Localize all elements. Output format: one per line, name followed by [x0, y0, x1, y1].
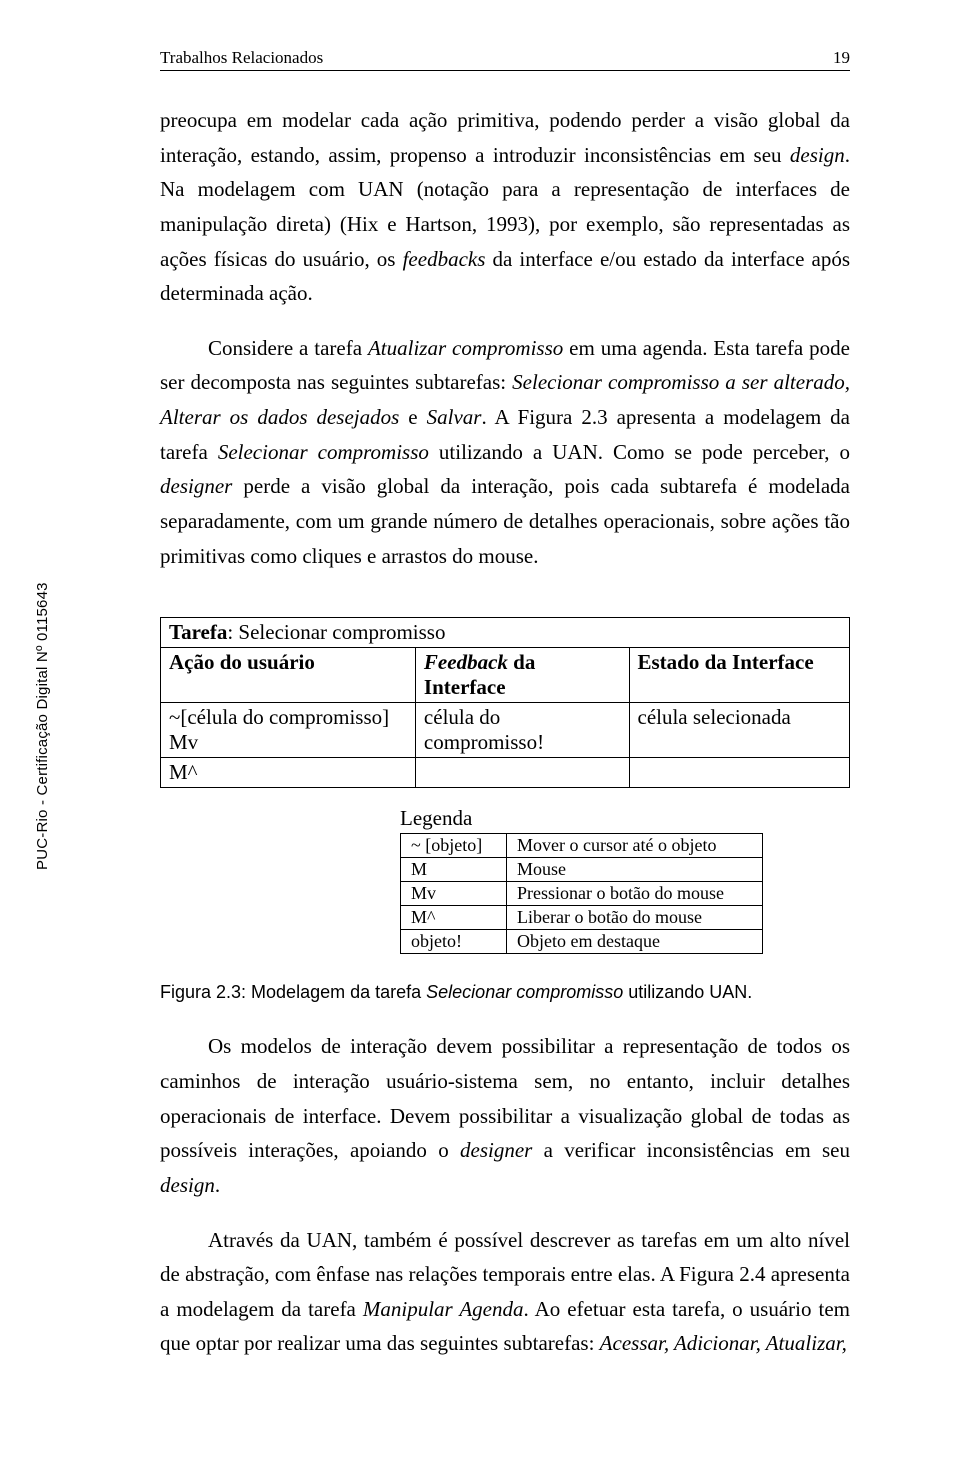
certification-side-text: PUC-Rio - Certificação Digital Nº 011564…: [34, 582, 51, 870]
legend-sym: M: [401, 858, 507, 882]
col2-header-italic: Feedback: [424, 650, 508, 674]
legend-sym: M^: [401, 906, 507, 930]
paragraph-1: preocupa em modelar cada ação primitiva,…: [160, 103, 850, 311]
cell-r1c3: célula selecionada: [629, 703, 850, 758]
p2-italic-salvar: Salvar: [427, 405, 482, 429]
caption-a: Figura 2.3: Modelagem da tarefa: [160, 982, 426, 1002]
p2-italic-designer: designer: [160, 474, 232, 498]
cell-r2c3: [629, 758, 850, 788]
uan-table: Tarefa: Selecionar compromisso Ação do u…: [160, 617, 850, 788]
legend-desc: Mover o cursor até o objeto: [507, 834, 763, 858]
table-row: objeto! Objeto em destaque: [401, 930, 763, 954]
document-page: PUC-Rio - Certificação Digital Nº 011564…: [0, 0, 960, 1473]
table-row: Mv Pressionar o botão do mouse: [401, 882, 763, 906]
legend-sym: ~ [objeto]: [401, 834, 507, 858]
legend-desc: Pressionar o botão do mouse: [507, 882, 763, 906]
p2-italic-selecionar: Selecionar compromisso: [218, 440, 429, 464]
table-row: Tarefa: Selecionar compromisso: [161, 618, 850, 648]
p2-italic-atualizar: Atualizar compromisso: [368, 336, 563, 360]
p3-italic-design: design: [160, 1173, 215, 1197]
col3-header: Estado da Interface: [629, 648, 850, 703]
p1-italic-feedbacks: feedbacks: [403, 247, 486, 271]
caption-italic: Selecionar compromisso: [426, 982, 623, 1002]
p2-text-e: e: [399, 405, 426, 429]
p2-text-a: Considere a tarefa: [208, 336, 368, 360]
p4-italic-subtarefas: Acessar, Adicionar, Atualizar,: [600, 1331, 847, 1355]
cell-r1c1: ~[célula do compromisso] Mv: [161, 703, 416, 758]
table-row: M Mouse: [401, 858, 763, 882]
p4-italic-manipular: Manipular Agenda: [363, 1297, 524, 1321]
table-title-value: : Selecionar compromisso: [227, 620, 445, 644]
table-row: M^: [161, 758, 850, 788]
p3-text-e: .: [215, 1173, 220, 1197]
cell-r2c1: M^: [161, 758, 416, 788]
legend-desc: Liberar o botão do mouse: [507, 906, 763, 930]
p2-text-i: utilizando a UAN. Como se pode perceber,…: [429, 440, 850, 464]
col2-header: Feedback da Interface: [415, 648, 629, 703]
p1-italic-design: design: [790, 143, 845, 167]
spacer: [160, 593, 850, 611]
legend-desc: Objeto em destaque: [507, 930, 763, 954]
table-title-prefix: Tarefa: [169, 620, 227, 644]
running-header: Trabalhos Relacionados 19: [160, 48, 850, 71]
p2-text-k: perde a visão global da interação, pois …: [160, 474, 850, 567]
legend-title: Legenda: [400, 806, 850, 831]
cell-r2c2: [415, 758, 629, 788]
col1-header: Ação do usuário: [161, 648, 416, 703]
p1-text-a: preocupa em modelar cada ação primitiva,…: [160, 108, 850, 167]
p3-text-c: a verificar inconsistências em seu: [532, 1138, 850, 1162]
table-row: Ação do usuário Feedback da Interface Es…: [161, 648, 850, 703]
figure-caption: Figura 2.3: Modelagem da tarefa Selecion…: [160, 982, 850, 1003]
caption-c: utilizando UAN.: [623, 982, 752, 1002]
table-row: ~ [objeto] Mover o cursor até o objeto: [401, 834, 763, 858]
cell-r1c2: célula do compromisso!: [415, 703, 629, 758]
legend-sym: objeto!: [401, 930, 507, 954]
page-number: 19: [833, 48, 850, 68]
p3-italic-designer: designer: [460, 1138, 532, 1162]
paragraph-4: Através da UAN, também é possível descre…: [160, 1223, 850, 1362]
legend-sym: Mv: [401, 882, 507, 906]
table-row: M^ Liberar o botão do mouse: [401, 906, 763, 930]
section-title: Trabalhos Relacionados: [160, 48, 323, 68]
table-title-cell: Tarefa: Selecionar compromisso: [161, 618, 850, 648]
legend-block: Legenda ~ [objeto] Mover o cursor até o …: [400, 806, 850, 954]
legend-table: ~ [objeto] Mover o cursor até o objeto M…: [400, 833, 763, 954]
paragraph-2: Considere a tarefa Atualizar compromisso…: [160, 331, 850, 573]
paragraph-3: Os modelos de interação devem possibilit…: [160, 1029, 850, 1202]
legend-desc: Mouse: [507, 858, 763, 882]
table-row: ~[célula do compromisso] Mv célula do co…: [161, 703, 850, 758]
